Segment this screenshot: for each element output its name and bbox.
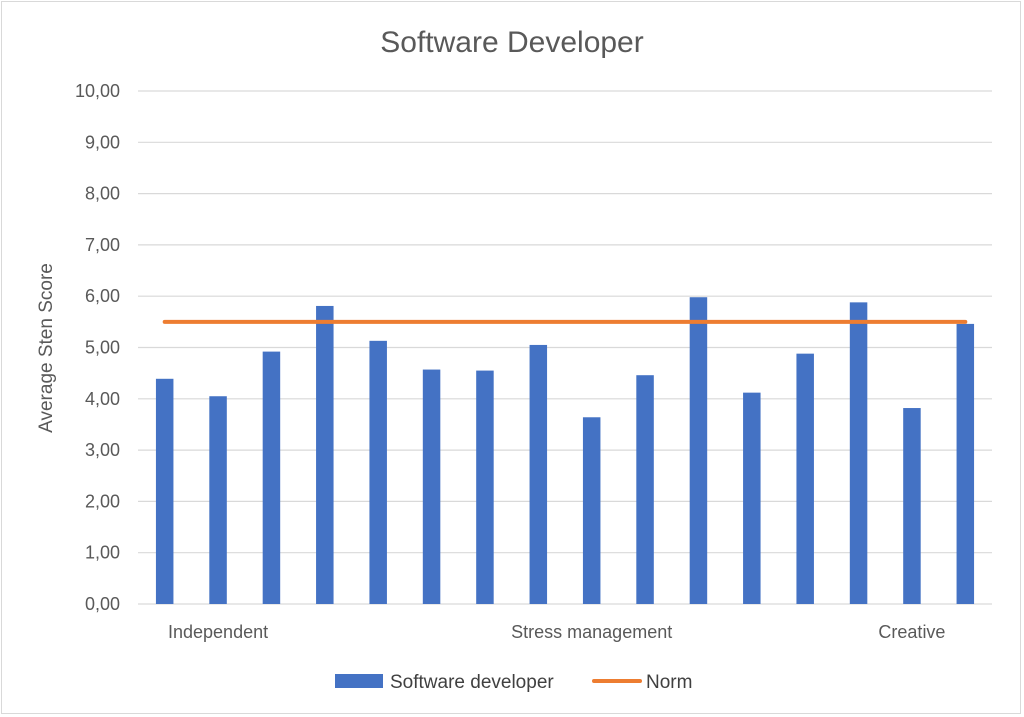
- y-tick-label: 3,00: [85, 440, 120, 460]
- bar: [529, 344, 548, 604]
- legend: Software developer Norm: [335, 672, 692, 693]
- chart-title: Software Developer: [380, 26, 643, 59]
- y-tick-label: 2,00: [85, 491, 120, 511]
- y-tick-label: 0,00: [85, 594, 120, 614]
- bar: [743, 392, 761, 604]
- bar: [903, 408, 921, 604]
- legend-swatch-bar: [335, 674, 383, 688]
- bar: [369, 340, 387, 604]
- y-axis-ticks: 0,00 1,00 2,00 3,00 4,00 5,00 6,00 7,00 8,00 9,00…: [75, 81, 120, 614]
- bar: [476, 370, 494, 604]
- bar: [689, 297, 708, 604]
- x-category-label: Independent: [168, 622, 268, 642]
- y-tick-label: 7,00: [85, 235, 120, 255]
- legend-label-norm: Norm: [646, 672, 692, 693]
- bar: [849, 302, 868, 604]
- bar: [636, 375, 654, 604]
- gridlines: [138, 90, 992, 605]
- bar: [155, 378, 174, 604]
- y-tick-label: 9,00: [85, 132, 120, 152]
- bar: [796, 353, 814, 604]
- bar: [422, 369, 441, 604]
- bar: [956, 323, 975, 604]
- y-axis-label: Average Sten Score: [36, 263, 57, 433]
- bar-series: [155, 297, 975, 604]
- x-category-label: Stress management: [511, 622, 672, 642]
- y-tick-label: 4,00: [85, 389, 120, 409]
- y-tick-label: 10,00: [75, 81, 120, 101]
- bar: [209, 396, 227, 604]
- x-category-label: Creative: [878, 622, 945, 642]
- y-tick-label: 5,00: [85, 338, 120, 358]
- bar: [262, 351, 281, 604]
- y-tick-label: 6,00: [85, 286, 120, 306]
- y-tick-label: 1,00: [85, 543, 120, 563]
- bar: [582, 417, 601, 604]
- y-tick-label: 8,00: [85, 184, 120, 204]
- x-axis-labels: Independent Stress management Creative: [168, 622, 945, 642]
- bar: [316, 305, 334, 604]
- legend-label-software-developer: Software developer: [390, 672, 554, 693]
